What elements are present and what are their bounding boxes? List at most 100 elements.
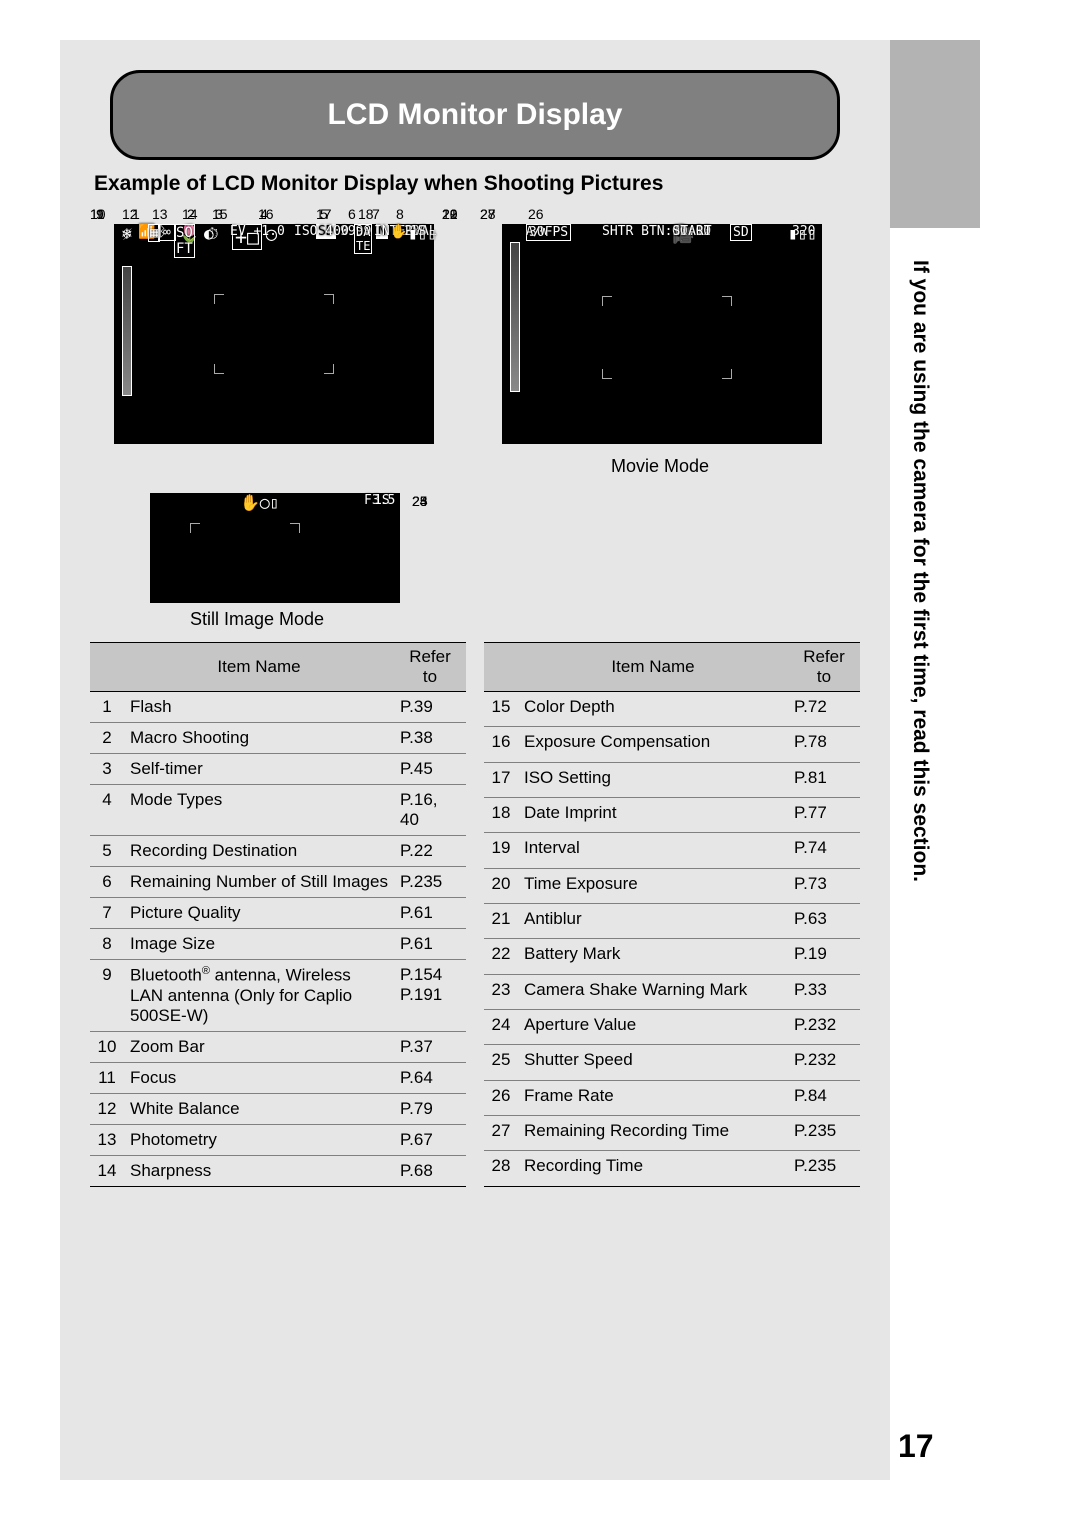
table-row: 7Picture QualityP.61	[90, 898, 466, 929]
table-row: 11FocusP.64	[90, 1062, 466, 1093]
callout-num: 12	[122, 206, 138, 222]
col-num	[484, 643, 518, 692]
item-number: 3	[90, 754, 124, 785]
af-corner	[602, 369, 612, 379]
item-name: Antiblur	[518, 903, 788, 938]
af-corner	[290, 523, 300, 533]
item-name: Sharpness	[124, 1155, 394, 1186]
item-ref: P.77	[788, 797, 860, 832]
item-ref: P.78	[788, 727, 860, 762]
item-ref: P.22	[394, 836, 466, 867]
af-corner	[214, 364, 224, 374]
item-ref: P.81	[788, 762, 860, 797]
item-ref: P.73	[788, 868, 860, 903]
table-row: 12White BalanceP.79	[90, 1093, 466, 1124]
sharpness-icon: SOFT	[174, 224, 195, 258]
af-corner	[190, 523, 200, 533]
table-row: 22Battery MarkP.19	[484, 939, 860, 974]
table-row: 6Remaining Number of Still ImagesP.235	[90, 867, 466, 898]
item-ref: P.72	[788, 692, 860, 727]
item-number: 18	[484, 797, 518, 832]
item-name: Interval	[518, 833, 788, 868]
item-name: Remaining Number of Still Images	[124, 867, 394, 898]
callout-num: 18	[358, 206, 374, 222]
item-name: White Balance	[124, 1093, 394, 1124]
item-name: Recording Time	[518, 1151, 788, 1186]
item-name: Image Size	[124, 929, 394, 960]
item-ref: P.232	[788, 1045, 860, 1080]
table-row: 20Time ExposureP.73	[484, 868, 860, 903]
table-row: 21AntiblurP.63	[484, 903, 860, 938]
item-ref: P.235	[788, 1151, 860, 1186]
item-number: 22	[484, 939, 518, 974]
date-icon: DATE	[354, 224, 372, 254]
item-number: 10	[90, 1031, 124, 1062]
item-number: 26	[484, 1080, 518, 1115]
table-row: 28Recording TimeP.235	[484, 1151, 860, 1186]
item-ref: P.235	[788, 1115, 860, 1150]
lcd-movie-diagram: 30FPS 🎥 SD 320 12:12 00:00 A/W SHTR BTN:…	[502, 224, 822, 444]
zoom-bar-icon	[122, 266, 132, 396]
ev-label: EV +1.0	[230, 224, 285, 239]
table-row: 17ISO SettingP.81	[484, 762, 860, 797]
lcd3-wrapper: 23 24 25 ✋◯▯ F3.5 1S Still Image Mode	[150, 493, 450, 630]
item-number: 28	[484, 1151, 518, 1186]
item-ref: P.74	[788, 833, 860, 868]
af-corner	[722, 369, 732, 379]
callout-num: 28	[480, 206, 496, 222]
item-number: 7	[90, 898, 124, 929]
lcd-still2-diagram: ✋◯▯ F3.5 1S	[150, 493, 400, 603]
item-name: Shutter Speed	[518, 1045, 788, 1080]
item-number: 20	[484, 868, 518, 903]
title-box: LCD Monitor Display	[110, 70, 840, 160]
page-number: 17	[898, 1428, 934, 1465]
item-number: 21	[484, 903, 518, 938]
item-name: ISO Setting	[518, 762, 788, 797]
item-name: Aperture Value	[518, 1009, 788, 1044]
antiblur-icon: ✋	[390, 224, 407, 240]
item-name: Focus	[124, 1062, 394, 1093]
table-row: 24Aperture ValueP.232	[484, 1009, 860, 1044]
item-ref: P.61	[394, 898, 466, 929]
table-row: 2Macro ShootingP.38	[90, 723, 466, 754]
lcd-still-diagram: ⚡ 🌷 ⏱ +□ ◯ SD 9999 N 1280 📶 ᛒ INTERVAL ∞…	[114, 224, 434, 444]
reference-tables: Item Name Refer to 1FlashP.392Macro Shoo…	[90, 642, 860, 1187]
item-ref: P.68	[394, 1155, 466, 1186]
sd-icon: SD	[730, 224, 752, 241]
item-name: Photometry	[124, 1124, 394, 1155]
table-row: 3Self-timerP.45	[90, 754, 466, 785]
subtitle: Example of LCD Monitor Display when Shoo…	[94, 172, 860, 196]
table-row: 1FlashP.39	[90, 692, 466, 723]
table-row: 19IntervalP.74	[484, 833, 860, 868]
iso-label: ISO 400	[294, 224, 349, 239]
movie-caption: Movie Mode	[480, 456, 840, 477]
item-name: Recording Destination	[124, 836, 394, 867]
table-row: 8Image SizeP.61	[90, 929, 466, 960]
af-corner	[602, 296, 612, 306]
item-name: Mode Types	[124, 785, 394, 836]
item-number: 15	[484, 692, 518, 727]
item-ref: P.33	[788, 974, 860, 1009]
item-number: 25	[484, 1045, 518, 1080]
item-name: Battery Mark	[518, 939, 788, 974]
table-row: 10Zoom BarP.37	[90, 1031, 466, 1062]
af-corner	[214, 294, 224, 304]
item-name: Frame Rate	[518, 1080, 788, 1115]
item-number: 5	[90, 836, 124, 867]
callout-num: 8	[396, 206, 404, 222]
af-corner	[324, 364, 334, 374]
item-ref: P.63	[788, 903, 860, 938]
item-ref: P.61	[394, 929, 466, 960]
item-name: Date Imprint	[518, 797, 788, 832]
item-number: 16	[484, 727, 518, 762]
item-name: Picture Quality	[124, 898, 394, 929]
callout-num: 13	[152, 206, 168, 222]
callout-num: 25	[412, 493, 428, 509]
shake-warning-icon: ✋◯▯	[240, 493, 279, 512]
item-ref: P.79	[394, 1093, 466, 1124]
item-number: 2	[90, 723, 124, 754]
item-name: Bluetooth® antenna, Wireless LAN antenna…	[124, 960, 394, 1032]
item-name: Self-timer	[124, 754, 394, 785]
item-name: Remaining Recording Time	[518, 1115, 788, 1150]
shutter-speed: 1S	[374, 493, 390, 508]
